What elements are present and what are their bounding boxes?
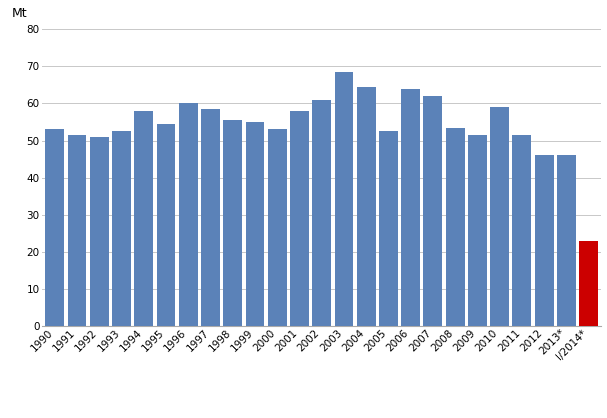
Bar: [379, 131, 398, 326]
Bar: [446, 127, 464, 326]
Bar: [46, 130, 64, 326]
Bar: [223, 120, 242, 326]
Bar: [334, 72, 353, 326]
Bar: [245, 122, 265, 326]
Bar: [535, 155, 554, 326]
Bar: [401, 89, 420, 326]
Bar: [268, 130, 287, 326]
Bar: [424, 96, 443, 326]
Bar: [468, 135, 487, 326]
Bar: [557, 155, 576, 326]
Bar: [201, 109, 220, 326]
Bar: [67, 135, 86, 326]
Bar: [134, 111, 153, 326]
Bar: [157, 124, 175, 326]
Bar: [179, 103, 198, 326]
Bar: [490, 107, 509, 326]
Bar: [357, 87, 376, 326]
Bar: [512, 135, 531, 326]
Bar: [290, 111, 309, 326]
Text: Mt: Mt: [12, 8, 27, 20]
Bar: [90, 137, 109, 326]
Bar: [112, 131, 131, 326]
Bar: [579, 241, 598, 326]
Bar: [312, 100, 331, 326]
